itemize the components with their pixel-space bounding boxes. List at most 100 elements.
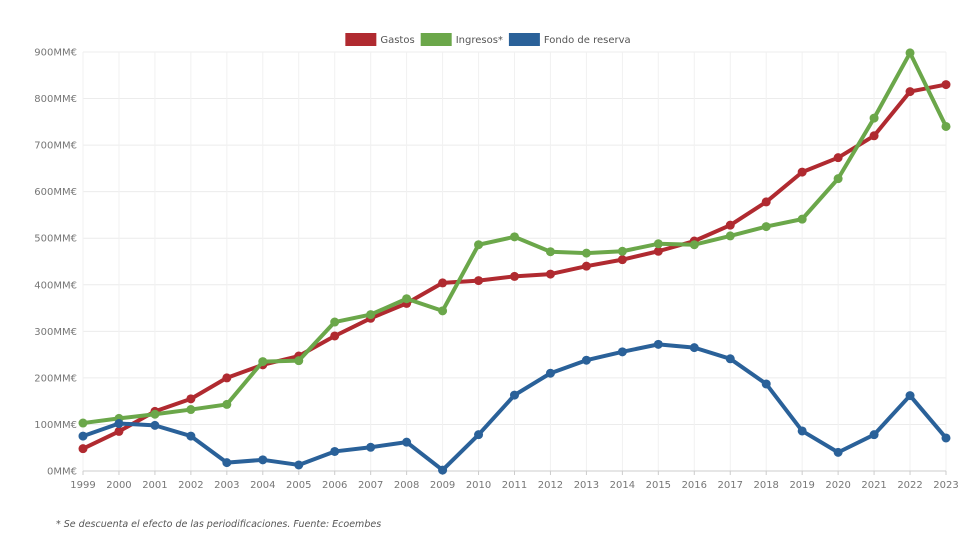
data-point-fondo-de-reserva[interactable] [222,458,232,468]
data-point-gastos[interactable] [114,426,124,436]
data-point-ingresos[interactable] [150,409,160,419]
x-tick-label: 2009 [430,480,455,491]
data-point-ingresos[interactable] [402,294,412,304]
data-point-ingresos[interactable] [797,214,807,224]
data-point-fondo-de-reserva[interactable] [869,430,879,440]
data-point-ingresos[interactable] [581,248,591,258]
data-point-fondo-de-reserva[interactable] [510,390,519,400]
data-point-gastos[interactable] [833,153,843,163]
data-point-fondo-de-reserva[interactable] [617,347,627,357]
data-point-fondo-de-reserva[interactable] [905,391,915,401]
y-tick-label: 600MM€ [34,187,77,198]
legend-swatch-ingresos[interactable] [420,33,452,46]
data-point-fondo-de-reserva[interactable] [941,433,951,443]
data-point-ingresos[interactable] [905,48,915,58]
y-tick-label: 300MM€ [34,327,77,338]
data-point-fondo-de-reserva[interactable] [294,460,304,470]
x-tick-label: 2014 [610,480,635,491]
x-tick-label: 2021 [861,480,886,491]
data-point-ingresos[interactable] [474,240,484,250]
x-tick-label: 2011 [502,480,527,491]
data-point-fondo-de-reserva[interactable] [150,420,160,430]
y-tick-label: 500MM€ [34,234,77,245]
data-point-gastos[interactable] [438,278,448,288]
data-point-ingresos[interactable] [833,174,843,184]
data-point-gastos[interactable] [330,331,340,341]
data-point-ingresos[interactable] [258,357,268,367]
data-point-ingresos[interactable] [653,239,663,249]
data-point-gastos[interactable] [78,444,88,454]
legend: Gastos Ingresos* Fondo de reserva [345,33,631,46]
data-point-ingresos[interactable] [222,399,232,409]
x-tick-label: 2015 [646,480,671,491]
data-point-gastos[interactable] [941,80,951,90]
data-point-fondo-de-reserva[interactable] [581,355,591,365]
data-point-ingresos[interactable] [366,310,376,320]
data-point-gastos[interactable] [617,255,627,265]
x-tick-label: 2020 [825,480,850,491]
x-tick-label: 2022 [897,480,922,491]
data-point-ingresos[interactable] [761,222,771,232]
data-point-gastos[interactable] [510,271,519,281]
data-point-fondo-de-reserva[interactable] [761,379,771,389]
data-point-ingresos[interactable] [869,113,879,123]
data-point-ingresos[interactable] [941,121,951,131]
data-point-fondo-de-reserva[interactable] [725,354,735,364]
data-point-ingresos[interactable] [330,317,340,327]
x-tick-label: 2003 [214,480,239,491]
x-tick-label: 2012 [538,480,563,491]
x-tick-label: 2019 [789,480,814,491]
data-point-ingresos[interactable] [294,356,304,366]
data-point-ingresos[interactable] [617,246,627,256]
data-point-gastos[interactable] [581,261,591,271]
x-tick-label: 2010 [466,480,491,491]
data-point-gastos[interactable] [653,246,663,256]
data-point-ingresos[interactable] [725,231,735,241]
data-point-gastos[interactable] [761,197,771,207]
data-point-fondo-de-reserva[interactable] [114,419,124,429]
data-point-fondo-de-reserva[interactable] [186,431,196,441]
series-group [78,48,951,475]
data-point-ingresos[interactable] [545,247,555,257]
data-point-gastos[interactable] [474,276,484,286]
data-point-ingresos[interactable] [78,418,88,428]
data-point-ingresos[interactable] [510,232,519,242]
x-tick-label: 1999 [70,480,95,491]
legend-swatch-fondo-de-reserva[interactable] [508,33,540,46]
data-point-gastos[interactable] [797,167,807,177]
legend-label-ingresos[interactable]: Ingresos* [456,35,503,46]
data-point-fondo-de-reserva[interactable] [78,431,88,441]
x-tick-label: 2001 [142,480,167,491]
data-point-ingresos[interactable] [186,405,196,415]
y-tick-label: 400MM€ [34,280,77,291]
legend-swatch-gastos[interactable] [345,33,377,46]
data-point-fondo-de-reserva[interactable] [689,343,699,353]
data-point-gastos[interactable] [725,220,735,230]
legend-label-fondo-de-reserva[interactable]: Fondo de reserva [544,35,631,46]
data-point-fondo-de-reserva[interactable] [474,430,484,440]
data-point-fondo-de-reserva[interactable] [402,437,412,447]
data-point-ingresos[interactable] [438,306,448,316]
x-tick-label: 2023 [933,480,958,491]
data-point-fondo-de-reserva[interactable] [366,442,376,452]
data-point-fondo-de-reserva[interactable] [833,447,843,457]
y-tick-label: 700MM€ [34,141,77,152]
y-tick-label: 800MM€ [34,94,77,105]
data-point-fondo-de-reserva[interactable] [258,455,268,465]
data-point-fondo-de-reserva[interactable] [330,446,340,456]
x-tick-label: 2016 [682,480,707,491]
data-point-fondo-de-reserva[interactable] [653,339,663,349]
data-point-fondo-de-reserva[interactable] [545,368,555,378]
data-point-gastos[interactable] [222,373,232,383]
data-point-gastos[interactable] [186,394,196,404]
data-point-gastos[interactable] [869,131,879,141]
legend-label-gastos[interactable]: Gastos [380,35,414,46]
data-point-fondo-de-reserva[interactable] [797,426,807,436]
data-point-fondo-de-reserva[interactable] [438,465,448,475]
data-point-gastos[interactable] [545,269,555,279]
data-point-gastos[interactable] [905,87,915,97]
data-point-ingresos[interactable] [689,240,699,250]
y-tick-label: 100MM€ [34,420,77,431]
y-tick-label: 900MM€ [34,48,77,59]
